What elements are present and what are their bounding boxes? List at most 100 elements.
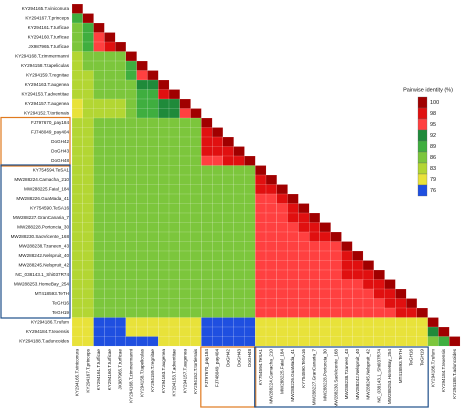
heatmap-cell: [265, 174, 277, 185]
heatmap-cell: [115, 307, 127, 318]
row-label: MW288230.SaoVicente_168: [11, 234, 70, 239]
heatmap-cell: [416, 317, 428, 328]
heatmap-cell: [168, 193, 180, 204]
heatmap-cell: [352, 250, 364, 261]
heatmap-cell: [287, 336, 299, 347]
heatmap-cell: [222, 193, 234, 204]
heatmap-cell: [255, 231, 267, 242]
column-label: KY294152.T.tortienais: [193, 348, 198, 394]
heatmap-cell: [212, 136, 224, 147]
heatmap-cell: [309, 269, 321, 280]
heatmap-cell: [265, 184, 277, 195]
heatmap-cell: [125, 184, 137, 195]
heatmap-cell: [244, 241, 256, 252]
heatmap-cell: [71, 70, 83, 81]
heatmap-cell: [319, 288, 331, 299]
heatmap-cell: [265, 298, 277, 309]
heatmap-cell: [179, 98, 191, 109]
heatmap-cell: [136, 298, 148, 309]
heatmap-cell: [136, 174, 148, 185]
legend-tick-label: 100: [430, 100, 439, 106]
row-label: MW288245.Nelspruit_42: [18, 262, 69, 267]
heatmap-cell: [309, 212, 321, 223]
heatmap-cell: [71, 51, 83, 62]
heatmap-cell: [190, 241, 202, 252]
heatmap-cell: [93, 279, 105, 290]
heatmap-cell: [212, 212, 224, 223]
heatmap-cell: [136, 89, 148, 100]
heatmap-cell: [212, 146, 224, 157]
heatmap-cell: [93, 250, 105, 261]
heatmap-cell: [158, 317, 170, 328]
heatmap-cell: [93, 60, 105, 71]
heatmap-cell: [319, 307, 331, 318]
column-label: KY294161.T.turficae: [96, 349, 101, 391]
heatmap-cell: [147, 317, 159, 328]
heatmap-cell: [125, 108, 137, 119]
heatmap-cell: [179, 108, 191, 119]
heatmap-cell: [115, 51, 127, 62]
heatmap-cell: [158, 269, 170, 280]
heatmap-cell: [115, 298, 127, 309]
heatmap-cell: [115, 127, 127, 138]
heatmap-cell: [212, 269, 224, 280]
heatmap-cell: [71, 288, 83, 299]
column-label: MW288226.GuaMada_41: [290, 349, 295, 402]
row-label: KY294157.T.augenea: [25, 101, 70, 106]
heatmap-cell: [319, 250, 331, 261]
heatmap-cell: [190, 279, 202, 290]
heatmap-cell: [244, 288, 256, 299]
heatmap-cell: [93, 260, 105, 271]
legend-tick-label: 95: [430, 122, 436, 128]
heatmap-cell: [93, 326, 105, 337]
heatmap-cell: [168, 317, 180, 328]
heatmap-cell: [125, 298, 137, 309]
heatmap-cell: [158, 184, 170, 195]
legend-swatch: [417, 162, 428, 175]
row-label: KY294165.T.viniconura: [22, 6, 70, 11]
heatmap-cell: [93, 174, 105, 185]
column-label: MW288238.Tzaneen_43: [344, 349, 349, 400]
heatmap-cell: [179, 231, 191, 242]
row-label: TeGH19: [52, 310, 69, 315]
heatmap-cell: [179, 193, 191, 204]
heatmap-cell: [115, 336, 127, 347]
heatmap-cell: [71, 212, 83, 223]
heatmap-cell: [395, 298, 407, 309]
heatmap-cell: [93, 146, 105, 157]
heatmap-cell: [71, 184, 83, 195]
heatmap-cell: [136, 317, 148, 328]
heatmap-cell: [115, 98, 127, 109]
heatmap-cell: [71, 127, 83, 138]
heatmap-cell: [190, 174, 202, 185]
heatmap-cell: [222, 136, 234, 147]
heatmap-cell: [125, 222, 137, 233]
column-label: DoGH42: [225, 349, 230, 367]
heatmap-cell: [201, 317, 213, 328]
heatmap-cell: [190, 203, 202, 214]
heatmap-cell: [222, 317, 234, 328]
heatmap-cell: [212, 127, 224, 138]
heatmap-cell: [341, 269, 353, 280]
heatmap-cell: [136, 241, 148, 252]
heatmap-cell: [104, 155, 116, 166]
heatmap-cell: [233, 298, 245, 309]
heatmap-cell: [233, 222, 245, 233]
heatmap-cell: [168, 117, 180, 128]
heatmap-cell: [71, 260, 83, 271]
heatmap-cell: [104, 288, 116, 299]
heatmap-cell: [147, 165, 159, 176]
heatmap-cell: [93, 165, 105, 176]
heatmap-cell: [82, 193, 94, 204]
legend-tick-label: 86: [430, 155, 436, 161]
heatmap-cell: [276, 317, 288, 328]
heatmap-cell: [158, 155, 170, 166]
column-label: KY294188.T.aduncoides: [452, 348, 457, 399]
column-label: TeGH16: [409, 349, 414, 366]
heatmap-cell: [233, 146, 245, 157]
heatmap-cell: [82, 279, 94, 290]
heatmap-cell: [244, 336, 256, 347]
heatmap-cell: [82, 250, 94, 261]
heatmap-cell: [298, 269, 310, 280]
heatmap-cell: [125, 231, 137, 242]
